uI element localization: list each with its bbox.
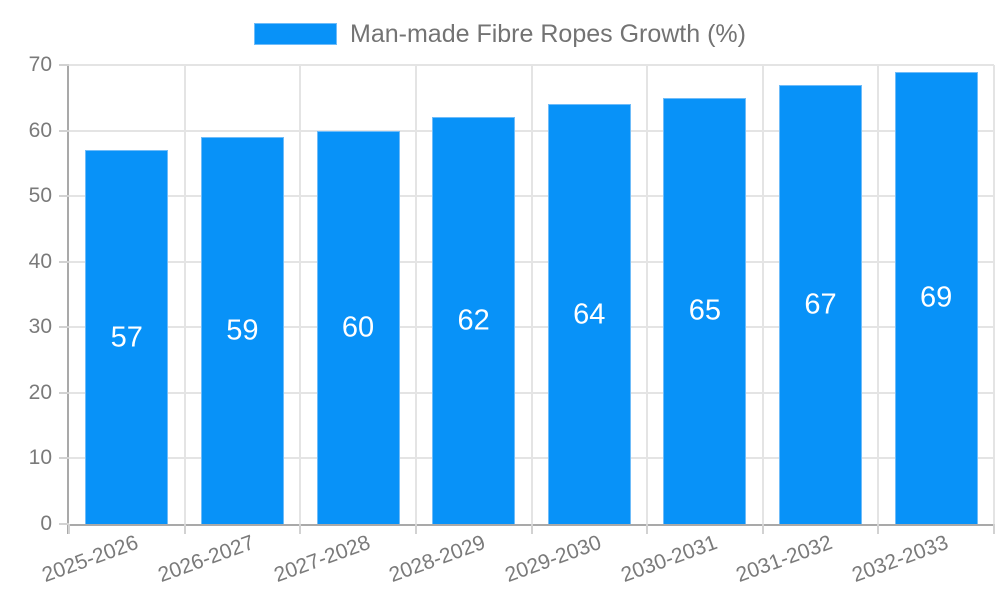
x-tick-label: 2028-2029 xyxy=(386,531,489,587)
bar-2027-2028[interactable]: 60 xyxy=(316,130,400,524)
x-tick xyxy=(646,524,649,534)
bar-value-label: 64 xyxy=(573,298,606,331)
x-gridline xyxy=(414,65,417,524)
y-tick xyxy=(59,64,69,66)
bar-2032-2033[interactable]: 69 xyxy=(894,71,978,524)
legend-swatch-icon xyxy=(254,23,338,45)
y-tick xyxy=(59,260,69,263)
bar-2025-2026[interactable]: 57 xyxy=(85,150,169,524)
x-gridline xyxy=(299,65,302,524)
plot-area: 57 59 60 62 64 65 67 69 xyxy=(69,64,995,524)
bar-value-label: 60 xyxy=(341,311,375,344)
y-tick-label: 30 xyxy=(28,315,52,339)
y-tick xyxy=(59,195,69,198)
y-tick-label: 40 xyxy=(28,249,52,273)
bar-value-label: 67 xyxy=(804,288,837,321)
x-gridline xyxy=(183,65,186,524)
y-tick-label: 10 xyxy=(28,446,52,470)
x-tick xyxy=(183,524,186,534)
x-tick-label: 2027-2028 xyxy=(270,531,373,587)
y-tick xyxy=(59,391,69,394)
bar-value-label: 59 xyxy=(226,314,259,347)
bar-value-label: 65 xyxy=(688,294,722,327)
y-tick xyxy=(59,129,69,132)
x-tick-label: 2030-2031 xyxy=(617,531,720,587)
y-tick-label: 70 xyxy=(28,53,52,76)
x-tick xyxy=(530,524,533,534)
x-tick xyxy=(877,524,880,534)
y-tick xyxy=(59,523,69,525)
bar-2028-2029[interactable]: 62 xyxy=(432,117,516,524)
x-tick-label: 2029-2030 xyxy=(501,531,605,587)
x-gridline xyxy=(877,65,880,524)
y-axis-line xyxy=(67,65,69,534)
x-gridline xyxy=(993,65,995,524)
legend-label: Man-made Fibre Ropes Growth (%) xyxy=(350,19,746,48)
x-gridline xyxy=(646,65,649,524)
x-tick xyxy=(68,524,70,534)
bar-value-label: 62 xyxy=(457,304,490,337)
x-tick-label: 2025-2026 xyxy=(39,531,142,587)
y-tick xyxy=(59,457,69,460)
x-tick-label: 2032-2033 xyxy=(848,531,952,587)
bar-2029-2030[interactable]: 64 xyxy=(547,104,631,524)
y-tick-label: 20 xyxy=(28,380,52,404)
bar-2030-2031[interactable]: 65 xyxy=(663,97,747,524)
x-tick-label: 2031-2032 xyxy=(733,531,836,587)
bar-2031-2032[interactable]: 67 xyxy=(779,84,863,524)
x-gridline xyxy=(530,65,533,524)
y-tick xyxy=(59,326,69,329)
bar-value-label: 69 xyxy=(920,281,953,314)
x-gridline xyxy=(761,65,764,524)
y-tick-label: 0 xyxy=(40,512,52,535)
bar-value-label: 57 xyxy=(110,321,143,354)
x-tick xyxy=(993,524,995,534)
y-tick-label: 50 xyxy=(28,184,52,208)
x-tick xyxy=(299,524,302,534)
x-tick-label: 2026-2027 xyxy=(155,531,258,587)
y-tick-label: 60 xyxy=(28,118,52,142)
legend[interactable]: Man-made Fibre Ropes Growth (%) xyxy=(0,20,1000,48)
bar-2026-2027[interactable]: 59 xyxy=(200,137,284,524)
x-tick xyxy=(414,524,417,534)
x-tick xyxy=(761,524,764,534)
